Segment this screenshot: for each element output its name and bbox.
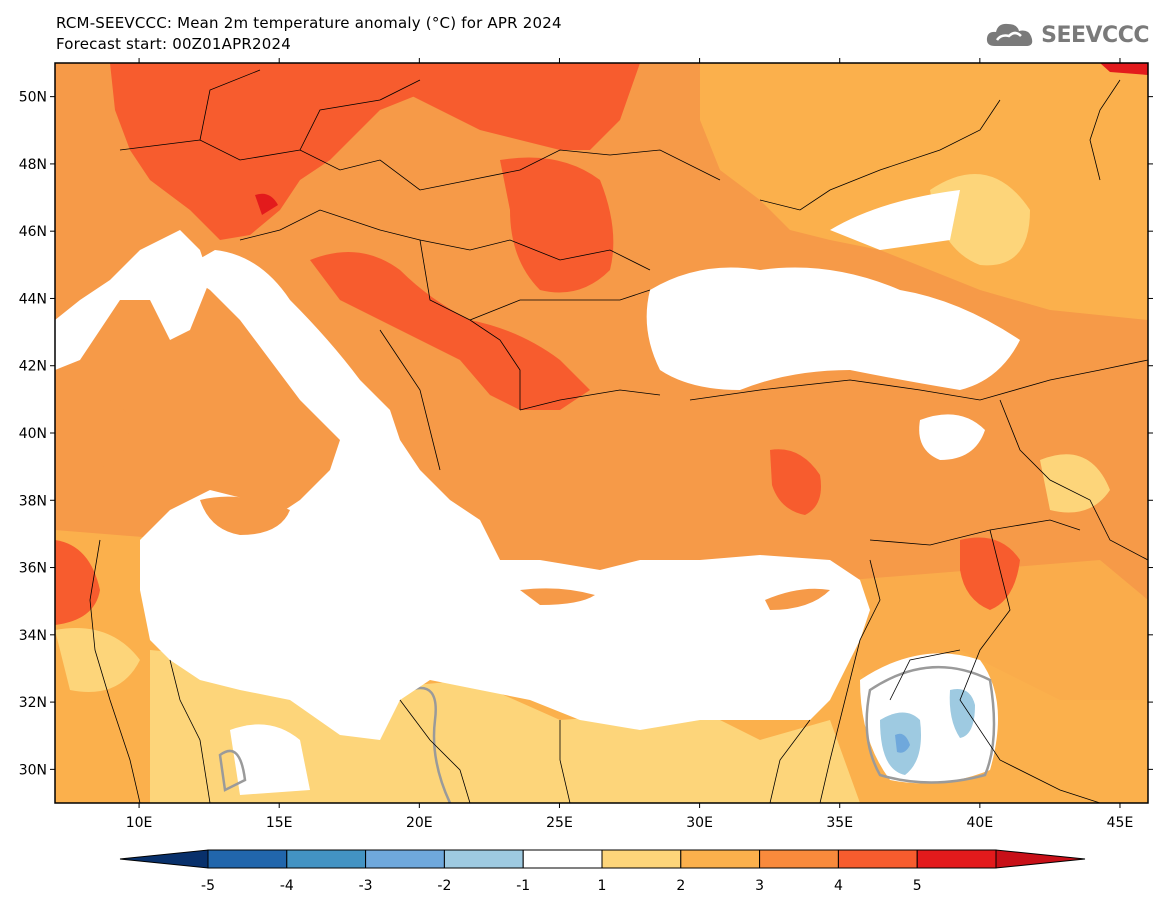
anomaly-4-5-syria (960, 537, 1020, 610)
lat-tick-label: 50N (19, 90, 47, 106)
map-title: RCM-SEEVCCC: Mean 2m temperature anomaly… (56, 14, 562, 32)
contour-line-1 (409, 686, 452, 803)
map-field (55, 63, 1148, 803)
colorbar-swatch (680, 849, 761, 869)
lon-tick-label: 15E (266, 815, 293, 831)
anomaly-1-2-tunisia (55, 628, 140, 692)
colorbar-label: 5 (913, 878, 922, 894)
anomaly-neutral-arabia (860, 653, 998, 784)
lon-tick-label: 30E (686, 815, 713, 831)
anomaly-2-3-northeast (700, 63, 1148, 320)
lon-tick-label: 10E (126, 815, 153, 831)
lat-tick-label: 36N (19, 561, 47, 577)
anomaly-4-5-tunisia (55, 540, 100, 625)
anomaly-4-5-romania (500, 157, 614, 293)
longitude-axis: 10E 15E 20E 25E 30E 35E 40E 45E (126, 58, 1134, 831)
colorbar-swatch (759, 849, 839, 869)
lat-tick-label: 46N (19, 224, 47, 240)
colorbar-swatch (916, 849, 997, 869)
colorbar: -5 -4 -3 -2 -1 1 2 3 4 5 (119, 849, 1086, 894)
lat-tick-label: 40N (19, 426, 47, 442)
sardinia (90, 399, 130, 470)
cyprus (765, 588, 830, 610)
colorbar-label: 2 (676, 878, 685, 894)
anomaly-1-2-iran (1040, 454, 1110, 513)
country-borders (89, 69, 1148, 803)
mediterranean-sea (140, 250, 870, 740)
anomaly-neutral-libya (230, 724, 310, 795)
anomaly-4-5-central-europe (110, 63, 440, 240)
logo-text: SEEVCCC (1041, 22, 1149, 48)
contour-line-3 (865, 665, 996, 784)
lat-tick-label: 44N (19, 291, 47, 307)
colorbar-label: -5 (201, 878, 215, 894)
lon-tick-label: 35E (826, 815, 853, 831)
sea-of-azov (830, 190, 960, 250)
colorbar-swatch (601, 849, 682, 869)
colorbar-swatch (522, 849, 603, 869)
lat-tick-label: 30N (19, 762, 47, 778)
colorbar-label: 1 (598, 878, 607, 894)
anomaly-gt5-austria (255, 193, 278, 215)
seevccc-logo: SEEVCCC (985, 20, 1149, 50)
lat-tick-label: 34N (19, 628, 47, 644)
black-sea (646, 267, 1020, 390)
anomaly-gt5-russia (1100, 63, 1148, 75)
colorbar-arrow-high (995, 849, 1086, 869)
lon-tick-label: 25E (546, 815, 573, 831)
cloud-icon (987, 23, 1033, 46)
colorbar-swatch (207, 849, 288, 869)
lon-tick-label: 45E (1107, 815, 1134, 831)
forecast-start: Forecast start: 00Z01APR2024 (56, 35, 291, 53)
colorbar-swatch (837, 849, 918, 869)
anomaly-neg-2 (949, 689, 975, 738)
colorbar-arrow-low (119, 849, 209, 869)
colorbar-label: -3 (359, 878, 373, 894)
corsica (98, 339, 120, 385)
lon-tick-label: 20E (406, 815, 433, 831)
colorbar-label: 4 (834, 878, 843, 894)
colorbar-label: -2 (437, 878, 451, 894)
colorbar-swatch (286, 849, 367, 869)
lat-tick-label: 38N (19, 493, 47, 509)
anomaly-neutral-anatolia (919, 414, 985, 460)
lat-tick-label: 32N (19, 695, 47, 711)
colorbar-label: -1 (516, 878, 530, 894)
latitude-axis: 50N 48N 46N 44N 42N 40N 38N 36N 34N 32N 30N (19, 90, 1153, 778)
crete (520, 588, 595, 605)
anomaly-4-5-anatolia (770, 449, 821, 515)
contour-line-2 (218, 749, 247, 792)
tyrrhenian-sea-west (55, 230, 210, 370)
colorbar-label: 3 (755, 878, 764, 894)
lat-tick-label: 48N (19, 157, 47, 173)
colorbar-swatch (443, 849, 524, 869)
lat-tick-label: 42N (19, 359, 47, 375)
lon-tick-label: 40E (967, 815, 994, 831)
anomaly-neg-3 (895, 733, 910, 753)
colorbar-label: -4 (280, 878, 294, 894)
sicily (200, 496, 290, 535)
anomaly-4-5-poland (328, 63, 640, 150)
colorbar-swatch (365, 849, 445, 869)
